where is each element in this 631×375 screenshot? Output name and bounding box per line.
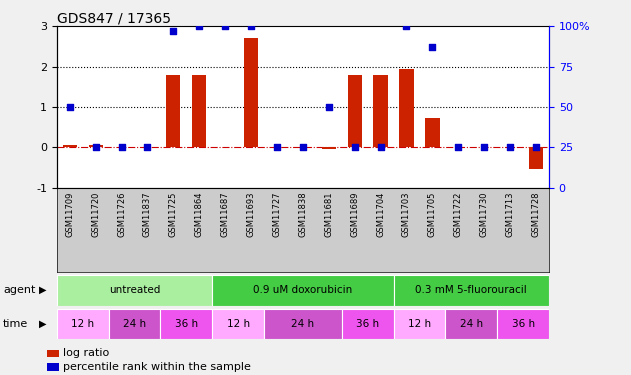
Text: untreated: untreated xyxy=(109,285,160,295)
Point xyxy=(65,104,75,110)
Text: 24 h: 24 h xyxy=(123,319,146,329)
Text: GSM11705: GSM11705 xyxy=(428,192,437,237)
Text: GSM11687: GSM11687 xyxy=(221,192,230,237)
Point xyxy=(324,104,334,110)
Bar xyxy=(322,147,336,149)
Bar xyxy=(394,275,549,306)
Point xyxy=(479,144,489,150)
Text: ▶: ▶ xyxy=(39,319,47,329)
Text: GSM11704: GSM11704 xyxy=(376,192,385,237)
Bar xyxy=(88,145,103,147)
Point xyxy=(453,144,463,150)
Point xyxy=(194,23,204,29)
Bar xyxy=(166,75,180,147)
Text: GSM11864: GSM11864 xyxy=(195,192,204,237)
Text: GSM11725: GSM11725 xyxy=(169,192,178,237)
Text: 12 h: 12 h xyxy=(71,319,94,329)
Bar xyxy=(445,309,497,339)
Text: 24 h: 24 h xyxy=(460,319,483,329)
Point xyxy=(401,23,411,29)
Text: ▶: ▶ xyxy=(39,285,47,295)
Text: percentile rank within the sample: percentile rank within the sample xyxy=(63,362,251,372)
Bar xyxy=(244,38,258,147)
Bar xyxy=(348,75,362,147)
Text: GSM11838: GSM11838 xyxy=(298,192,307,237)
Point xyxy=(298,144,308,150)
Text: GSM11709: GSM11709 xyxy=(65,192,74,237)
Text: time: time xyxy=(3,319,28,329)
Point xyxy=(117,144,127,150)
Text: agent: agent xyxy=(3,285,35,295)
Text: 36 h: 36 h xyxy=(175,319,198,329)
Point xyxy=(350,144,360,150)
Text: GSM11693: GSM11693 xyxy=(247,192,256,237)
Point xyxy=(505,144,515,150)
Bar xyxy=(57,275,212,306)
Text: log ratio: log ratio xyxy=(63,348,109,358)
Bar xyxy=(399,69,414,147)
Text: GSM11837: GSM11837 xyxy=(143,192,152,237)
Bar xyxy=(57,309,109,339)
Bar xyxy=(342,309,394,339)
Bar xyxy=(425,118,440,147)
Text: 0.9 uM doxorubicin: 0.9 uM doxorubicin xyxy=(253,285,353,295)
Bar xyxy=(529,147,543,170)
Text: 36 h: 36 h xyxy=(512,319,534,329)
Text: GSM11726: GSM11726 xyxy=(117,192,126,237)
Text: GSM11728: GSM11728 xyxy=(531,192,541,237)
Text: GSM11713: GSM11713 xyxy=(505,192,515,237)
Point xyxy=(272,144,282,150)
Bar xyxy=(264,309,342,339)
Bar xyxy=(212,275,394,306)
Bar xyxy=(394,309,445,339)
Bar xyxy=(374,75,387,147)
Point xyxy=(246,23,256,29)
Point xyxy=(168,28,179,34)
Point xyxy=(143,144,153,150)
Point xyxy=(427,44,437,50)
Bar xyxy=(497,309,549,339)
Point xyxy=(220,23,230,29)
Point xyxy=(531,144,541,150)
Text: 24 h: 24 h xyxy=(292,319,314,329)
Bar xyxy=(62,145,77,147)
Text: 36 h: 36 h xyxy=(356,319,379,329)
Text: GSM11727: GSM11727 xyxy=(273,192,281,237)
Text: 0.3 mM 5-fluorouracil: 0.3 mM 5-fluorouracil xyxy=(415,285,527,295)
Text: GSM11730: GSM11730 xyxy=(480,192,488,237)
Point xyxy=(91,144,101,150)
Bar xyxy=(160,309,212,339)
Point xyxy=(375,144,386,150)
Bar xyxy=(212,309,264,339)
Text: GSM11703: GSM11703 xyxy=(402,192,411,237)
Text: 12 h: 12 h xyxy=(408,319,431,329)
Text: GSM11689: GSM11689 xyxy=(350,192,359,237)
Text: GSM11720: GSM11720 xyxy=(91,192,100,237)
Text: 12 h: 12 h xyxy=(227,319,250,329)
Text: GSM11681: GSM11681 xyxy=(324,192,333,237)
Text: GDS847 / 17365: GDS847 / 17365 xyxy=(57,11,171,25)
Bar xyxy=(192,75,206,147)
Text: GSM11722: GSM11722 xyxy=(454,192,463,237)
Bar xyxy=(109,309,160,339)
